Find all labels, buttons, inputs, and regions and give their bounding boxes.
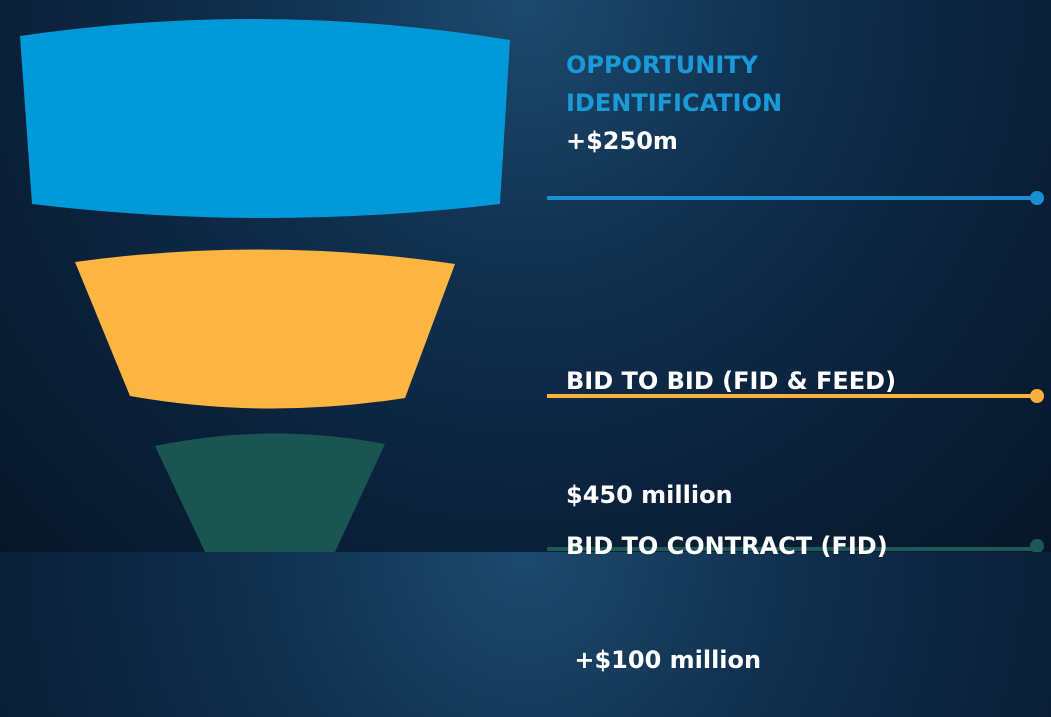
slide: OPPORTUNITY IDENTIFICATION +$250m BID TO… bbox=[0, 0, 1051, 552]
funnel bbox=[20, 18, 1044, 552]
stage-value: $450 million bbox=[566, 481, 733, 509]
funnel-stage-2 bbox=[75, 249, 455, 409]
divider-dot-1 bbox=[1030, 191, 1044, 205]
stage-label: OPPORTUNITY IDENTIFICATION +$250m bbox=[566, 46, 866, 160]
stage-title: BID TO BID (FID & FEED) bbox=[566, 367, 897, 395]
stage-label: BID TO BID (FID & FEED) $450 million bbox=[566, 286, 896, 552]
divider-dot-3 bbox=[1030, 539, 1044, 552]
stage-title: OPPORTUNITY IDENTIFICATION bbox=[566, 51, 783, 117]
stage-value: +$250m bbox=[566, 127, 678, 155]
divider-dot-2 bbox=[1030, 389, 1044, 403]
stage-label: BID TO CONTRACT (FID) +$100 million bbox=[566, 451, 888, 717]
stage-title: BID TO CONTRACT (FID) bbox=[566, 532, 888, 560]
stage-value: +$100 million bbox=[566, 646, 762, 674]
funnel-stage-3 bbox=[155, 433, 385, 552]
funnel-stage-1 bbox=[20, 18, 510, 218]
